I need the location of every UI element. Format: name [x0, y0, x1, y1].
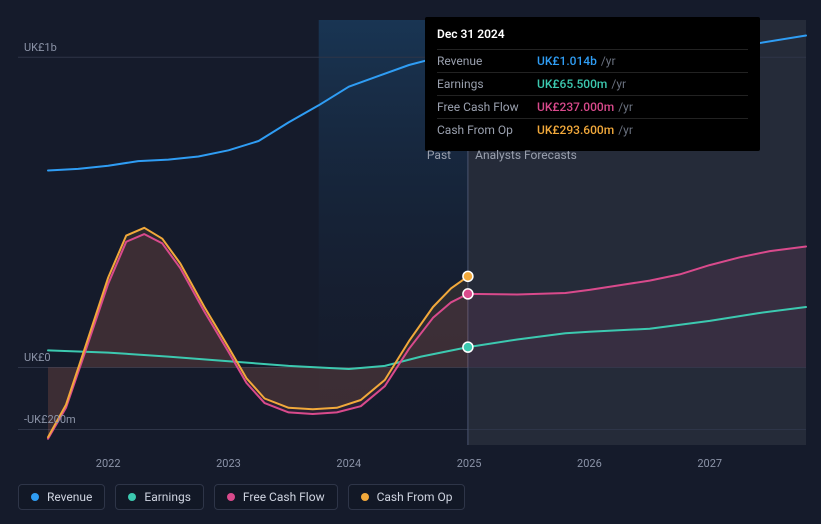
- tooltip-row-unit: /yr: [601, 52, 616, 70]
- legend-label: Revenue: [47, 490, 92, 504]
- legend-item-earnings[interactable]: Earnings: [115, 484, 204, 510]
- tooltip-row: EarningsUK£65.500m/yr: [437, 72, 748, 95]
- tooltip-rows: RevenueUK£1.014b/yrEarningsUK£65.500m/yr…: [437, 49, 748, 141]
- forecast-label: Analysts Forecasts: [475, 148, 577, 162]
- legend-label: Earnings: [144, 490, 191, 504]
- tooltip-row: RevenueUK£1.014b/yr: [437, 49, 748, 72]
- legend-item-fcf[interactable]: Free Cash Flow: [214, 484, 338, 510]
- y-axis-label: UK£0: [24, 351, 51, 364]
- series-marker-earnings: [463, 342, 473, 352]
- tooltip-row-unit: /yr: [611, 75, 626, 93]
- tooltip-date: Dec 31 2024: [437, 25, 748, 47]
- legend-item-revenue[interactable]: Revenue: [18, 484, 105, 510]
- tooltip-row-value: UK£237.000m: [537, 98, 614, 116]
- tooltip-row-label: Earnings: [437, 75, 537, 93]
- legend-swatch: [361, 493, 369, 501]
- tooltip-row-unit: /yr: [618, 98, 633, 116]
- financials-chart: Dec 31 2024 RevenueUK£1.014b/yrEarningsU…: [0, 0, 821, 524]
- chart-legend: Revenue Earnings Free Cash Flow Cash From O…: [18, 484, 465, 510]
- series-marker-cfo: [463, 271, 473, 281]
- y-axis-label: -UK£200m: [24, 413, 76, 426]
- tooltip-row: Free Cash FlowUK£237.000m/yr: [437, 95, 748, 118]
- y-axis-label: UK£1b: [24, 41, 57, 54]
- legend-item-cfo[interactable]: Cash From Op: [348, 484, 466, 510]
- tooltip-row-value: UK£65.500m: [537, 75, 607, 93]
- x-axis-label: 2027: [697, 457, 722, 470]
- x-axis-label: 2026: [577, 457, 602, 470]
- legend-swatch: [128, 493, 136, 501]
- tooltip-row-label: Revenue: [437, 52, 537, 70]
- x-axis-label: 2025: [457, 457, 482, 470]
- x-axis-label: 2024: [336, 457, 361, 470]
- tooltip-row-label: Free Cash Flow: [437, 98, 537, 116]
- legend-swatch: [31, 493, 39, 501]
- tooltip-row-value: UK£293.600m: [537, 121, 614, 139]
- tooltip-row-unit: /yr: [618, 121, 633, 139]
- chart-tooltip: Dec 31 2024 RevenueUK£1.014b/yrEarningsU…: [425, 17, 760, 151]
- x-axis-label: 2023: [216, 457, 241, 470]
- legend-label: Cash From Op: [377, 490, 453, 504]
- tooltip-row: Cash From OpUK£293.600m/yr: [437, 118, 748, 141]
- legend-label: Free Cash Flow: [243, 490, 325, 504]
- legend-swatch: [227, 493, 235, 501]
- series-marker-fcf: [463, 289, 473, 299]
- x-axis-label: 2022: [96, 457, 121, 470]
- tooltip-row-label: Cash From Op: [437, 121, 537, 139]
- tooltip-row-value: UK£1.014b: [537, 52, 597, 70]
- past-label: Past: [427, 148, 451, 162]
